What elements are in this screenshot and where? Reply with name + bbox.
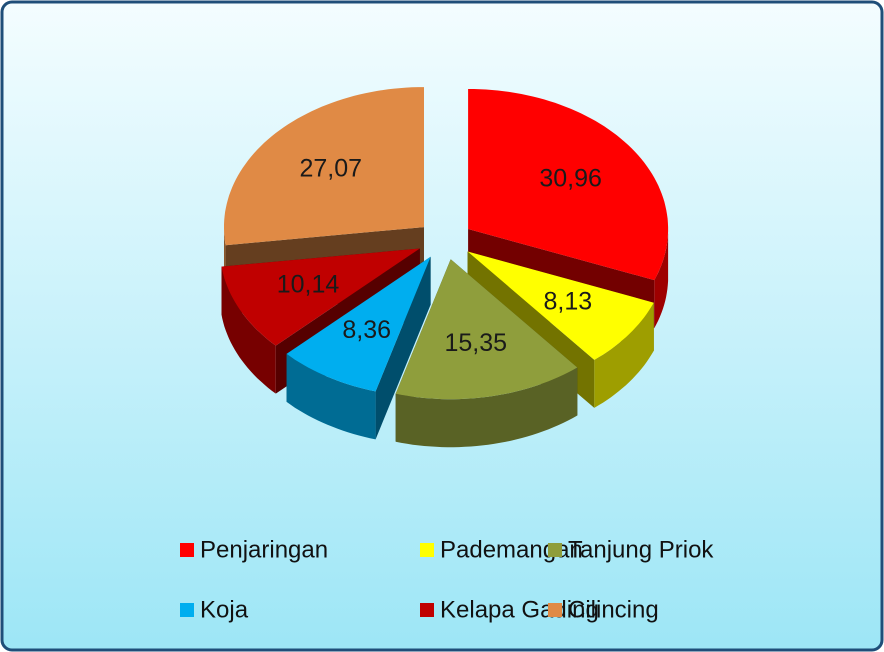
data-label: 8,36 — [342, 316, 391, 344]
slice: 8,36 — [286, 256, 431, 440]
legend-label: Cilincing — [568, 596, 659, 623]
slice: 15,35 — [395, 259, 578, 448]
data-label: 27,07 — [299, 154, 362, 182]
slice-top — [468, 89, 669, 281]
slice-wall — [654, 229, 669, 329]
legend-swatch — [180, 543, 194, 557]
slice-wall — [286, 353, 376, 440]
slice-wall — [594, 302, 654, 408]
slice-wall — [395, 367, 578, 448]
pie: 27,07 30,96 10,14 8,13 8,36 15,35 — [221, 87, 669, 448]
data-label: 30,96 — [539, 165, 602, 193]
slice-top — [221, 248, 420, 346]
data-label: 10,14 — [277, 271, 340, 299]
slice-top — [286, 256, 431, 392]
legend-label: Penjaringan — [200, 536, 328, 563]
legend-label: Koja — [200, 596, 249, 623]
slice-top — [467, 251, 654, 360]
slice-top — [224, 87, 424, 246]
legend-swatch — [420, 603, 434, 617]
data-label: 15,35 — [444, 329, 507, 357]
legend-label: Kelapa Gading — [440, 596, 599, 623]
slice-wall — [221, 266, 276, 394]
legend-label: Tanjung Priok — [568, 536, 714, 563]
legend-swatch — [180, 603, 194, 617]
legend-swatch — [548, 543, 562, 557]
data-label: 8,13 — [544, 287, 593, 315]
slice-top — [395, 259, 578, 400]
legend-swatch — [548, 603, 562, 617]
legend-swatch — [420, 543, 434, 557]
